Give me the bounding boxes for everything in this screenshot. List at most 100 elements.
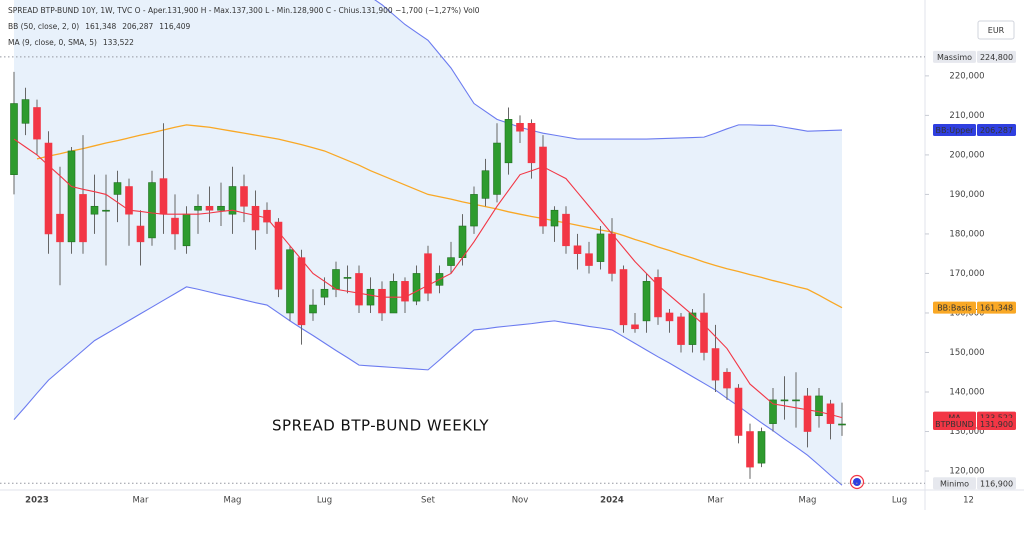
currency-box[interactable] [977,20,1015,40]
candle-body [734,387,743,436]
price-tag-name: Minimo [940,479,969,488]
candle-body [585,253,593,266]
price-tag-value: 224,800 [980,53,1013,62]
x-tick-label: 2024 [600,496,624,506]
candle-body [470,194,478,227]
y-tick-label: 190,000 [949,190,984,200]
candle-body [148,182,156,239]
candle-body [665,312,674,322]
indicator-line [13,286,843,486]
x-tick-label: Mag [224,496,242,506]
candle-body [539,146,547,227]
live-marker-dot [853,478,861,486]
candle-body [21,99,30,124]
candle-body [309,304,317,314]
legend-text: BB (50, close, 2, 0) [8,22,79,31]
indicator-line [374,0,843,140]
candle-body [366,288,375,306]
legend-text: 133,522 [103,38,134,47]
y-tick-label: 220,000 [949,71,984,81]
candle-body [378,288,386,314]
candle-body [240,186,248,207]
candle-body [113,182,122,195]
candle-body [654,277,662,318]
x-tick-label: Mar [707,496,724,506]
plot-area [10,0,846,486]
indicator-line [36,124,843,309]
candle-body [504,119,513,164]
price-tag-name-box [933,418,976,431]
currency[interactable]: EUR [988,26,1005,35]
candle-body [677,316,685,345]
candle-body [297,257,306,326]
price-tag-value: 116,900 [980,479,1013,488]
x-tick-label: Set [421,496,436,506]
y-tick-label: 170,000 [949,269,984,279]
candle-body [56,213,64,243]
candle-body [447,257,455,266]
candle-body [619,269,628,326]
candle-body [79,194,87,243]
candle-body [516,122,524,132]
candle-body [401,281,409,302]
candle-body [608,233,616,274]
candle-body [711,348,720,381]
candle-body [792,399,800,402]
price-tag-name-box [933,124,976,137]
candle-body [263,209,271,223]
candle-body [67,150,76,243]
y-tick-label: 120,000 [949,467,984,477]
x-tick-label: 12 [963,496,974,506]
price-tag-value: 206,287 [980,126,1013,135]
candle-body [90,205,99,215]
price-tag-name-box [933,477,976,490]
y-tick-label: 200,000 [949,150,984,160]
candle-body [159,178,168,215]
candle-body [838,423,846,426]
price-tag-value-box [977,301,1016,314]
price-tag-name: BTPBUND [935,420,974,429]
candle-body [251,205,260,231]
candle-body [217,205,225,211]
x-tick-label: Lug [892,496,907,506]
candle-body [493,142,501,195]
price-tag-name-box [933,50,976,63]
candle-body [596,233,605,262]
price-tag-value-box [977,50,1016,63]
price-tag-value: 161,348 [980,304,1013,313]
candle-body [723,371,731,389]
candle-body [125,186,133,215]
y-tick-label: 150,000 [949,348,984,358]
candle-body [274,221,283,290]
candle-body [746,431,754,468]
band-fill [14,0,842,486]
y-tick-label: 140,000 [949,388,984,398]
candle-body [631,324,639,330]
candle-body [33,107,41,140]
price-tag-name: BB:Basis [937,304,972,313]
candle-body [481,170,490,199]
candle-body [769,399,777,424]
candle-body [527,122,536,164]
y-tick-label: 210,000 [949,111,984,121]
candle-body [182,213,191,247]
candle-body [780,399,789,402]
x-tick-label: 2023 [25,496,49,506]
candle-body [815,395,823,417]
price-tag-value-box [977,477,1016,490]
price-tag-name-box [933,301,976,314]
legend-text: 206,287 [122,22,153,31]
price-tag-value-box [977,418,1016,431]
candle-body [688,312,697,345]
x-tick-label: Lug [317,496,332,506]
indicator-line [13,138,843,419]
candle-body [458,225,467,258]
candle-body [228,186,237,215]
candle-body [205,205,214,211]
candle-body [102,209,110,212]
annotation: SPREAD BTP-BUND WEEKLY [272,417,489,435]
y-tick-label: 180,000 [949,229,984,239]
x-tick-label: Nov [512,496,529,506]
candle-body [171,217,179,235]
price-tag-value-box [977,124,1016,137]
